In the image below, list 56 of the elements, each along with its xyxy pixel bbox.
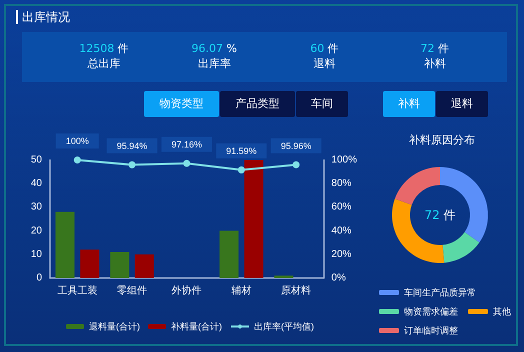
point (128, 161, 136, 168)
legend-label: 其他 (493, 306, 511, 316)
point (74, 156, 81, 164)
data-label: 95.96% (280, 140, 312, 151)
legend-label: 出库率(平均值) (254, 322, 314, 332)
text: 车间 (296, 91, 348, 117)
y-tick-label: 0 (36, 272, 42, 284)
bar (110, 252, 130, 278)
x-tick-label: 外协件 (172, 284, 202, 296)
bar (220, 230, 239, 278)
x-tick-label: 辅材 (231, 284, 252, 296)
point (183, 160, 190, 167)
text: 补料 (422, 56, 447, 71)
bar (244, 160, 264, 278)
legend-label: 补料量(合计) (171, 322, 222, 332)
data-label: 91.59% (226, 146, 257, 156)
text: 退料 (312, 56, 336, 71)
y-tick-label: 30 (30, 202, 42, 213)
text: 72 件 (420, 42, 449, 55)
y2-tick-label: 60% (331, 202, 352, 213)
text: 96.07 % (192, 42, 237, 55)
text: 产品类型 (220, 91, 295, 117)
x-tick-label: 工具工装 (57, 284, 98, 296)
data-label: 95.94% (116, 140, 148, 151)
point (292, 161, 300, 168)
y-tick-label: 40 (30, 178, 42, 190)
legend-label: 物资需求偏差 (404, 306, 458, 316)
y-tick-label: 50 (30, 154, 42, 166)
text: 72 件 (424, 208, 456, 222)
y2-tick-label: 40% (331, 225, 352, 236)
data-label: 97.16% (171, 139, 202, 150)
y2-tick-label: 0% (331, 272, 346, 284)
text: 出库情况 (16, 10, 70, 24)
text: 出库率 (196, 56, 232, 71)
text: 60 件 (310, 42, 339, 55)
chart-title: 补料原因分布 (409, 134, 475, 146)
legend-label: 车间生产品质异常 (404, 288, 476, 298)
point (238, 166, 245, 174)
x-tick-label: 原材料 (281, 284, 312, 296)
y2-tick-label: 20% (331, 248, 352, 260)
y2-tick-label: 80% (331, 178, 352, 190)
text: 退料 (436, 91, 488, 117)
y-tick-label: 10 (30, 248, 42, 260)
text: 12508 件 (79, 42, 129, 55)
bar (55, 212, 74, 278)
data-label: 100% (66, 136, 89, 146)
bar (80, 250, 100, 278)
y-tick-label: 20 (30, 225, 42, 236)
y2-tick-label: 100% (331, 154, 358, 166)
legend-label: 退料量(合计) (89, 322, 140, 332)
x-tick-label: 零组件 (117, 284, 148, 296)
text: 物资类型 (144, 91, 219, 117)
legend-label: 订单临时调整 (404, 326, 458, 336)
bar (134, 254, 154, 278)
text: 总出库 (86, 56, 122, 71)
text: 补料 (383, 91, 435, 117)
